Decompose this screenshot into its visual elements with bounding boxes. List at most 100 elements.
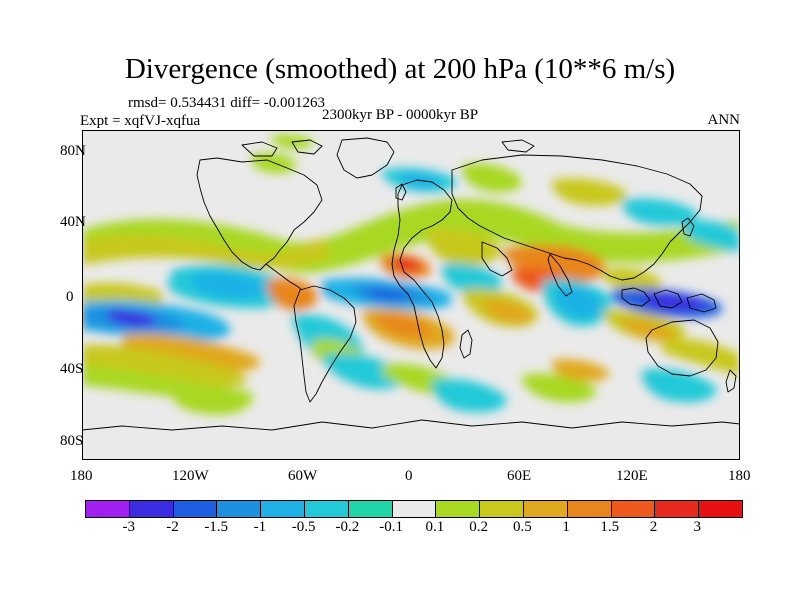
lat-label-80s: 80S: [60, 433, 84, 449]
lat-label-40s: 40S: [60, 361, 84, 377]
lon-label-120w: 120W: [172, 468, 209, 484]
colorbar-box: [348, 501, 393, 517]
coastline: [547, 253, 573, 297]
colorbar-box: [699, 501, 742, 517]
lat-label-0: 0: [66, 289, 74, 305]
coastlines: [82, 137, 740, 431]
field-patch: [641, 368, 717, 403]
field-patch: [601, 268, 662, 293]
lon-label-0: 0: [405, 468, 413, 484]
coastline: [451, 154, 703, 281]
plot-title: Divergence (smoothed) at 200 hPa (10**6 …: [124, 53, 676, 85]
colorbar-label: 0.1: [425, 519, 445, 535]
coastline: [82, 419, 740, 431]
colorbar-box: [523, 501, 568, 517]
colorbar-box: [567, 501, 612, 517]
field-patch: [621, 319, 677, 341]
field-patch: [521, 373, 597, 403]
field-patch: [481, 299, 534, 324]
colorbar-box: [480, 501, 524, 517]
field-patch: [662, 338, 740, 375]
colorbar-box: [86, 501, 130, 517]
coastline: [391, 179, 453, 369]
field-patch: [641, 293, 707, 311]
experiment-label: Expt = xqfVJ-xqfua: [80, 113, 201, 129]
lon-label-60w: 60W: [288, 468, 318, 484]
coastline: [481, 241, 513, 277]
coastline: [196, 157, 323, 271]
field-patch: [431, 378, 507, 413]
colorbar-label: -0.2: [335, 519, 360, 535]
coastline: [293, 285, 357, 403]
coastline: [686, 293, 717, 313]
coastline: [459, 329, 473, 359]
colorbar-box: [261, 501, 305, 517]
field-patch: [106, 309, 158, 327]
field-patch: [441, 263, 502, 295]
field-patch: [366, 289, 410, 301]
period-label: 2300kyr BP - 0000kyr BP: [322, 107, 479, 123]
colorbar-label: 0.5: [512, 519, 532, 535]
field-patch: [82, 344, 247, 388]
colorbar-label: -0.1: [379, 519, 403, 535]
colorbar-label: 1.5: [600, 519, 620, 535]
field-patch: [392, 257, 422, 272]
field-patch: [682, 219, 740, 252]
coastline: [501, 139, 535, 153]
colorbar-box: [436, 501, 481, 517]
colorbar-label: -2: [166, 519, 179, 535]
field-patch: [171, 389, 247, 415]
colorbar-box: [392, 501, 437, 517]
colorbar-label: -1: [253, 519, 267, 535]
colorbar: [85, 500, 743, 518]
divergence-map: [82, 130, 740, 460]
coastline: [653, 289, 683, 309]
colorbar-label: 0.2: [469, 519, 488, 535]
coastline: [291, 139, 323, 155]
colorbar-label: 2: [649, 519, 658, 535]
colorbar-box: [304, 501, 349, 517]
field-patch: [122, 333, 260, 372]
field-patch: [551, 178, 627, 206]
coastline: [621, 287, 651, 307]
map-border: [82, 130, 740, 460]
colorbar-label: 3: [693, 519, 702, 535]
coastline: [725, 369, 737, 393]
field-patch: [551, 359, 610, 382]
coastline: [265, 263, 303, 291]
lat-label-40n: 40N: [60, 214, 86, 230]
field-patch: [461, 163, 522, 193]
field-patch: [621, 198, 697, 226]
colorbar-label: -1.5: [204, 519, 229, 535]
lon-label-60e: 60E: [507, 468, 532, 484]
lon-label-120e: 120E: [616, 468, 648, 484]
colorbar-label: -3: [122, 519, 135, 535]
coastline: [241, 141, 278, 157]
coastline: [645, 319, 719, 377]
lat-label-80n: 80N: [60, 143, 86, 159]
field-patch: [426, 228, 502, 265]
field-patch: [82, 234, 332, 269]
field-patch: [191, 273, 268, 299]
colorbar-box: [611, 501, 656, 517]
coastline: [395, 183, 407, 201]
coastline: [336, 137, 395, 179]
colorbar-label: 1: [562, 519, 570, 535]
stats-label: rmsd= 0.534431 diff= -0.001263: [128, 95, 326, 111]
colorbar-box: [129, 501, 174, 517]
colorbar-box: [217, 501, 262, 517]
colorbar-labels: -3 -2 -1.5 -1 -0.5 -0.2 -0.1 0.1 0.2 0.5 1 1.5 2 3: [85, 518, 743, 538]
field-patch: [376, 314, 432, 337]
colorbar-label: -0.5: [291, 519, 316, 535]
season-label: ANN: [707, 112, 741, 128]
lon-label-180e: 180: [728, 468, 751, 484]
field-patch: [322, 353, 405, 390]
field-patch: [266, 278, 318, 311]
lon-label-180w: 180: [70, 468, 93, 484]
colorbar-box: [173, 501, 218, 517]
coastline: [681, 217, 695, 237]
colorbar-box: [655, 501, 700, 517]
divergence-field: [82, 134, 740, 415]
map-frame: [82, 130, 740, 460]
